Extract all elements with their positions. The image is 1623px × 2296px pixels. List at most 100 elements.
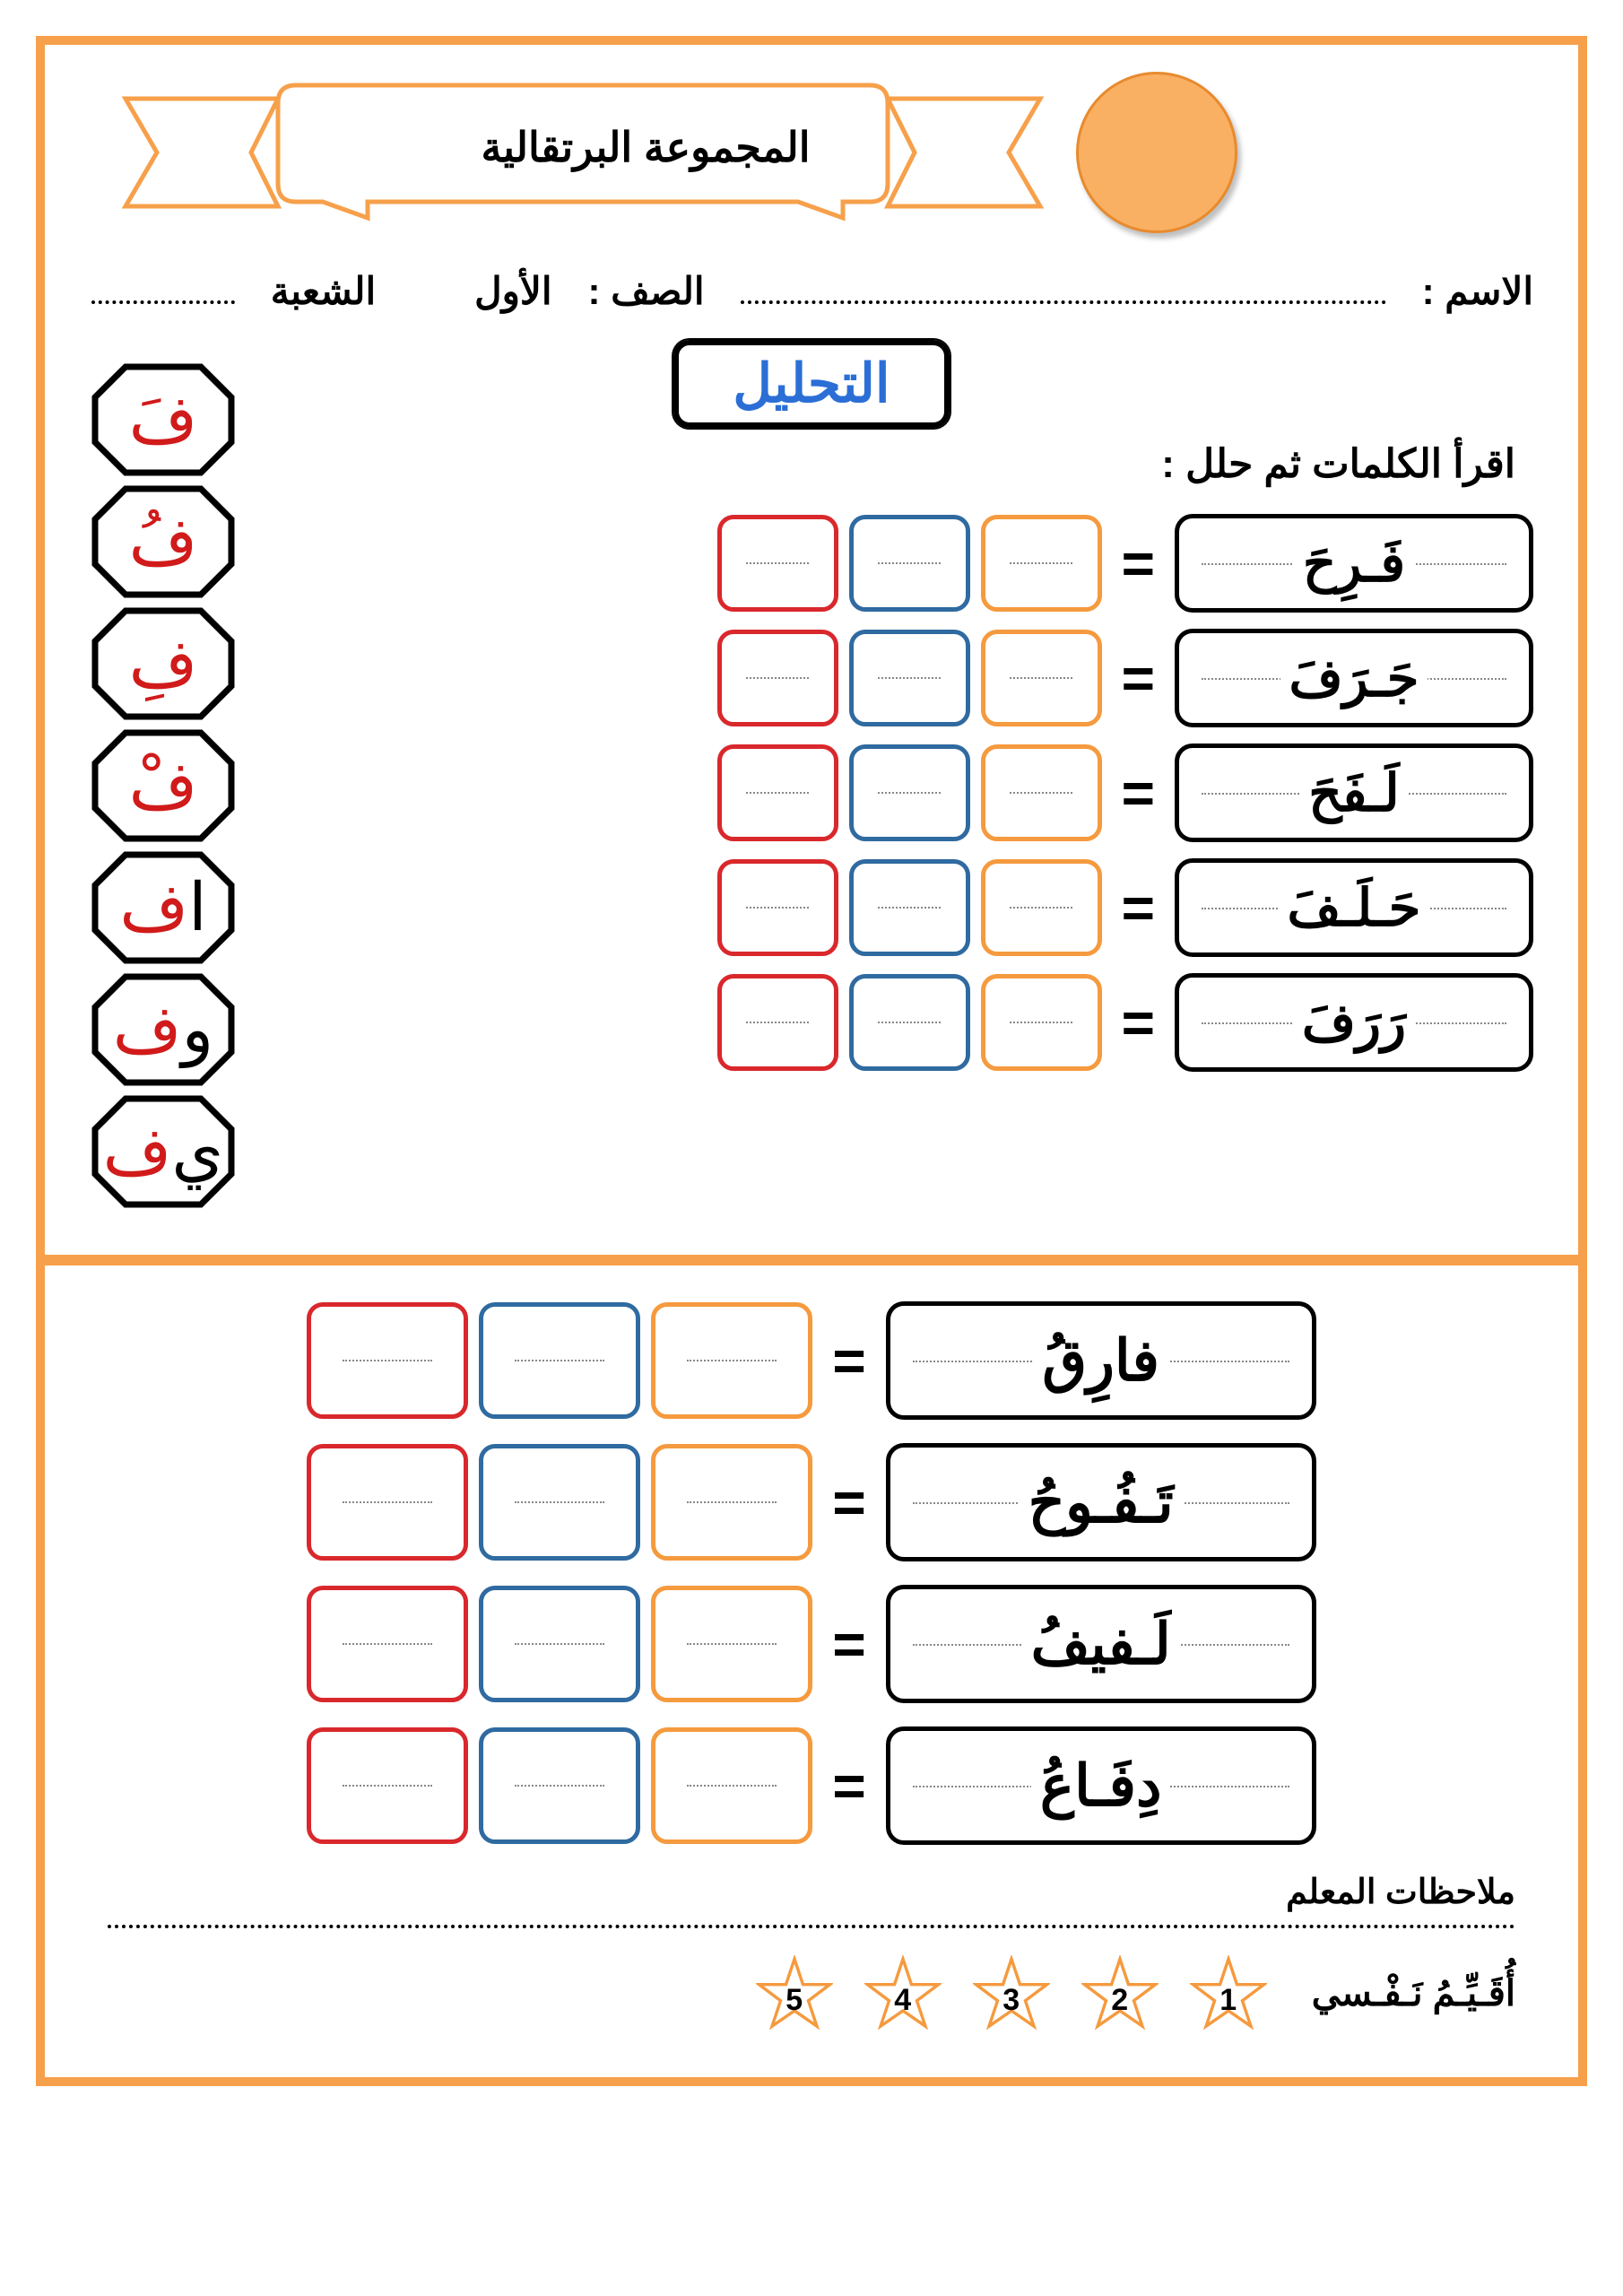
equals-sign: = — [1113, 760, 1164, 826]
answer-slot[interactable] — [479, 1727, 640, 1844]
section-divider — [45, 1255, 1578, 1265]
rows-section1: =فَـرِحَ=جَـرَفَ=لَـفَحَ=حَـلَـفَ=رَرَفَ — [273, 514, 1533, 1072]
answer-slot[interactable] — [717, 515, 838, 612]
word-box: فارِقُ — [886, 1301, 1316, 1420]
section-label: الشعبة — [271, 269, 376, 313]
banner-text: المجموعة البرتقالية — [117, 76, 1049, 229]
name-blank[interactable] — [741, 282, 1386, 304]
word-box: فَـرِحَ — [1175, 514, 1533, 613]
word-text: رَرَفَ — [1293, 992, 1415, 1053]
word-text: فارِقُ — [1033, 1327, 1168, 1395]
answer-slot[interactable] — [307, 1444, 468, 1561]
equals-sign: = — [823, 1611, 874, 1677]
star-number: 3 — [973, 1955, 1050, 2032]
row-s2-3: = دِفَـاعُ — [307, 1726, 1315, 1845]
answer-slot[interactable] — [981, 515, 1102, 612]
self-eval-label: أُقَـيِّـمُ نَـفْـسي — [1312, 1973, 1515, 2014]
word-text: دِفَـاعُ — [1031, 1752, 1171, 1820]
star-number: 1 — [1190, 1955, 1267, 2032]
word-box: تَـفُـوحُ — [886, 1443, 1316, 1561]
answer-slot[interactable] — [981, 744, 1102, 841]
row-s1-0: =فَـرِحَ — [717, 514, 1533, 613]
instruction: اقرأ الكلمات ثم حلل : — [45, 441, 1578, 514]
circle-badge — [1076, 72, 1237, 233]
answer-slot[interactable] — [479, 1302, 640, 1419]
answer-slot[interactable] — [981, 974, 1102, 1071]
octagon-column: فَ فُ فِ فْ فا فو — [90, 361, 237, 1210]
word-box: لَـفَحَ — [1175, 744, 1533, 842]
answer-slot[interactable] — [651, 1444, 812, 1561]
section-title: التحليل — [673, 340, 949, 428]
star-number: 5 — [756, 1955, 833, 2032]
row-s2-0: = فارِقُ — [307, 1301, 1315, 1420]
answer-slot[interactable] — [479, 1444, 640, 1561]
star-number: 4 — [864, 1955, 942, 2032]
name-label: الاسم : — [1422, 269, 1533, 313]
row-s1-2: = لَـفَحَ — [717, 744, 1533, 842]
equals-sign: = — [1113, 874, 1164, 941]
row-s1-4: =رَرَفَ — [717, 973, 1533, 1072]
answer-slot[interactable] — [717, 859, 838, 956]
answer-slot[interactable] — [479, 1586, 640, 1702]
star-5[interactable]: 5 — [756, 1955, 833, 2032]
answer-slot[interactable] — [717, 744, 838, 841]
answer-slot[interactable] — [849, 630, 970, 726]
answer-slot[interactable] — [981, 630, 1102, 726]
word-box: رَرَفَ — [1175, 973, 1533, 1072]
answer-slot[interactable] — [307, 1727, 468, 1844]
equals-sign: = — [1113, 530, 1164, 596]
answer-slot[interactable] — [307, 1586, 468, 1702]
star-2[interactable]: 2 — [1081, 1955, 1159, 2032]
octagon-4: فا — [90, 849, 237, 966]
star-3[interactable]: 3 — [973, 1955, 1050, 2032]
word-box: دِفَـاعُ — [886, 1726, 1316, 1845]
word-text: جَـرَفَ — [1280, 648, 1428, 709]
answer-slot[interactable] — [651, 1727, 812, 1844]
answer-slot[interactable] — [307, 1302, 468, 1419]
class-value: الأول — [474, 269, 551, 313]
word-text: تَـفُـوحُ — [1020, 1469, 1183, 1536]
answer-slot[interactable] — [651, 1302, 812, 1419]
word-text: لَـفيفُ — [1022, 1611, 1180, 1678]
word-text: حَـلَـفَ — [1278, 877, 1429, 938]
octagon-1: فُ — [90, 483, 237, 600]
teacher-notes-line[interactable] — [108, 1921, 1515, 1928]
row-s1-3: = حَـلَـفَ — [717, 858, 1533, 957]
worksheet-page: المجموعة البرتقالية الاسم : الصف : الأول… — [36, 36, 1587, 2086]
answer-slot[interactable] — [651, 1586, 812, 1702]
row-s2-2: = لَـفيفُ — [307, 1585, 1315, 1703]
word-text: لَـفَحَ — [1299, 762, 1408, 823]
row-s1-1: = جَـرَفَ — [717, 629, 1533, 727]
word-box: جَـرَفَ — [1175, 629, 1533, 727]
answer-slot[interactable] — [849, 859, 970, 956]
answer-slot[interactable] — [849, 744, 970, 841]
answer-slot[interactable] — [849, 974, 970, 1071]
answer-slot[interactable] — [981, 859, 1102, 956]
rows-section2: = فارِقُ = تَـفُـوحُ = لَـفيفُ = دِفَـاعُ — [45, 1301, 1578, 1845]
header-row: المجموعة البرتقالية — [45, 72, 1578, 233]
star-number: 2 — [1081, 1955, 1159, 2032]
equals-sign: = — [823, 1327, 874, 1394]
star-4[interactable]: 4 — [864, 1955, 942, 2032]
star-1[interactable]: 1 — [1190, 1955, 1267, 2032]
stars-container: 5 4 3 2 1 — [756, 1955, 1267, 2032]
word-box: لَـفيفُ — [886, 1585, 1316, 1703]
octagon-3: فْ — [90, 727, 237, 844]
section-blank[interactable] — [91, 282, 235, 304]
equals-sign: = — [823, 1469, 874, 1535]
answer-slot[interactable] — [849, 515, 970, 612]
octagon-5: فو — [90, 971, 237, 1088]
answer-slot[interactable] — [717, 974, 838, 1071]
teacher-notes-label: ملاحظات المعلم — [45, 1845, 1578, 1921]
row-s2-1: = تَـفُـوحُ — [307, 1443, 1315, 1561]
equals-sign: = — [1113, 645, 1164, 711]
title-banner: المجموعة البرتقالية — [117, 76, 1049, 229]
answer-slot[interactable] — [717, 630, 838, 726]
word-box: حَـلَـفَ — [1175, 858, 1533, 957]
title-wrap: التحليل — [45, 340, 1578, 428]
section1: فَ فُ فِ فْ فا فو — [45, 514, 1578, 1237]
class-label: الصف : — [588, 269, 705, 313]
octagon-2: فِ — [90, 605, 237, 722]
meta-line: الاسم : الصف : الأول الشعبة — [45, 269, 1578, 313]
equals-sign: = — [823, 1752, 874, 1819]
